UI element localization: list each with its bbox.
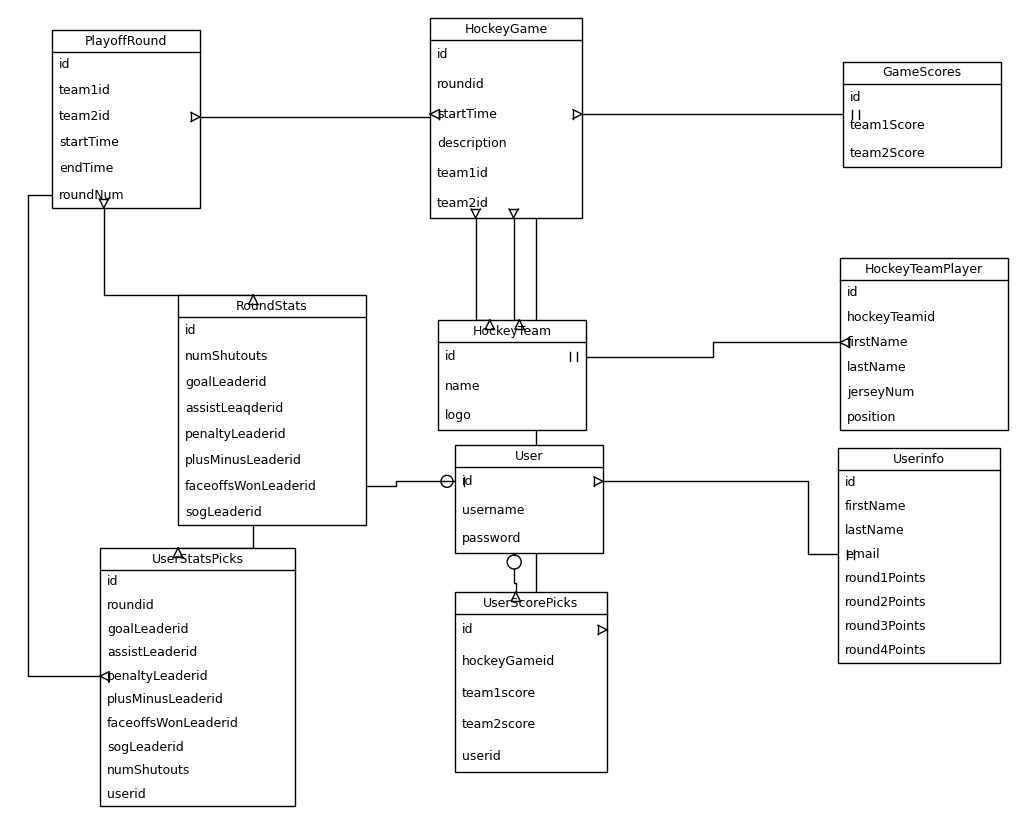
Text: penaltyLeaderid: penaltyLeaderid (185, 428, 287, 441)
Text: roundid: roundid (106, 599, 155, 612)
Bar (455, 445, 603, 553)
Text: faceoffsWonLeaderid: faceoffsWonLeaderid (185, 480, 316, 493)
Bar (455, 592, 607, 772)
Text: position: position (847, 411, 896, 424)
Text: HockeyGame: HockeyGame (464, 23, 548, 36)
Text: id: id (445, 350, 457, 363)
Text: roundNum: roundNum (59, 189, 125, 202)
Text: logo: logo (445, 409, 472, 422)
Text: round1Points: round1Points (845, 572, 927, 585)
Text: PlayoffRound: PlayoffRound (85, 34, 167, 47)
Text: goalLeaderid: goalLeaderid (106, 623, 188, 636)
Text: firstName: firstName (845, 500, 906, 513)
Text: Userinfo: Userinfo (893, 453, 945, 466)
Text: round3Points: round3Points (845, 620, 927, 633)
Text: id: id (462, 475, 473, 488)
Text: sogLeaderid: sogLeaderid (185, 506, 262, 519)
Bar (843, 62, 1001, 167)
Text: endTime: endTime (59, 163, 114, 176)
Text: id: id (462, 624, 473, 637)
Text: name: name (445, 380, 480, 393)
Text: hockeyTeamid: hockeyTeamid (847, 311, 936, 324)
Text: userid: userid (462, 750, 501, 763)
Text: goalLeaderid: goalLeaderid (185, 376, 266, 389)
Text: User: User (515, 450, 544, 463)
Text: id: id (845, 476, 856, 489)
Text: UserScorePicks: UserScorePicks (483, 597, 579, 610)
Text: faceoffsWonLeaderid: faceoffsWonLeaderid (106, 717, 239, 730)
Text: team1score: team1score (462, 686, 537, 699)
Text: numShutouts: numShutouts (106, 764, 190, 777)
Text: round2Points: round2Points (845, 596, 927, 609)
Text: assistLeaderid: assistLeaderid (106, 646, 198, 659)
Bar (178, 295, 366, 525)
Bar (52, 30, 200, 208)
Text: RoundStats: RoundStats (237, 299, 308, 312)
Text: UserStatsPicks: UserStatsPicks (152, 553, 244, 566)
Text: team1Score: team1Score (850, 119, 926, 132)
Text: id: id (850, 91, 861, 104)
Bar (840, 258, 1008, 430)
Text: assistLeaqderid: assistLeaqderid (185, 402, 284, 415)
Text: id: id (106, 576, 119, 589)
Bar (100, 548, 295, 806)
Text: hockeyGameid: hockeyGameid (462, 655, 555, 668)
Text: id: id (437, 48, 449, 61)
Text: description: description (437, 137, 507, 150)
Text: id: id (847, 286, 858, 299)
Text: username: username (462, 503, 524, 516)
Text: roundid: roundid (437, 78, 484, 91)
Text: team2id: team2id (437, 197, 488, 210)
Text: startTime: startTime (59, 137, 119, 150)
Text: penaltyLeaderid: penaltyLeaderid (106, 670, 209, 683)
Text: jerseyNum: jerseyNum (847, 386, 914, 399)
Text: numShutouts: numShutouts (185, 350, 268, 363)
Text: id: id (185, 324, 197, 337)
Text: sogLeaderid: sogLeaderid (106, 741, 183, 754)
Text: GameScores: GameScores (883, 67, 962, 80)
Text: HockeyTeamPlayer: HockeyTeamPlayer (865, 263, 983, 276)
Text: lastName: lastName (845, 524, 904, 537)
Text: email: email (845, 548, 880, 561)
Bar (430, 18, 582, 218)
Text: plusMinusLeaderid: plusMinusLeaderid (185, 454, 302, 467)
Bar (438, 320, 586, 430)
Text: plusMinusLeaderid: plusMinusLeaderid (106, 693, 224, 706)
Text: team2score: team2score (462, 718, 537, 731)
Text: round4Points: round4Points (845, 645, 927, 658)
Bar (838, 448, 1000, 663)
Text: team2Score: team2Score (850, 146, 926, 159)
Text: startTime: startTime (437, 107, 497, 120)
Text: team1id: team1id (59, 85, 111, 98)
Text: id: id (59, 59, 71, 72)
Text: team2id: team2id (59, 111, 111, 124)
Text: team1id: team1id (437, 167, 488, 180)
Text: password: password (462, 533, 521, 546)
Text: firstName: firstName (847, 336, 908, 349)
Text: HockeyTeam: HockeyTeam (472, 324, 552, 337)
Text: lastName: lastName (847, 361, 906, 374)
Text: userid: userid (106, 788, 145, 801)
